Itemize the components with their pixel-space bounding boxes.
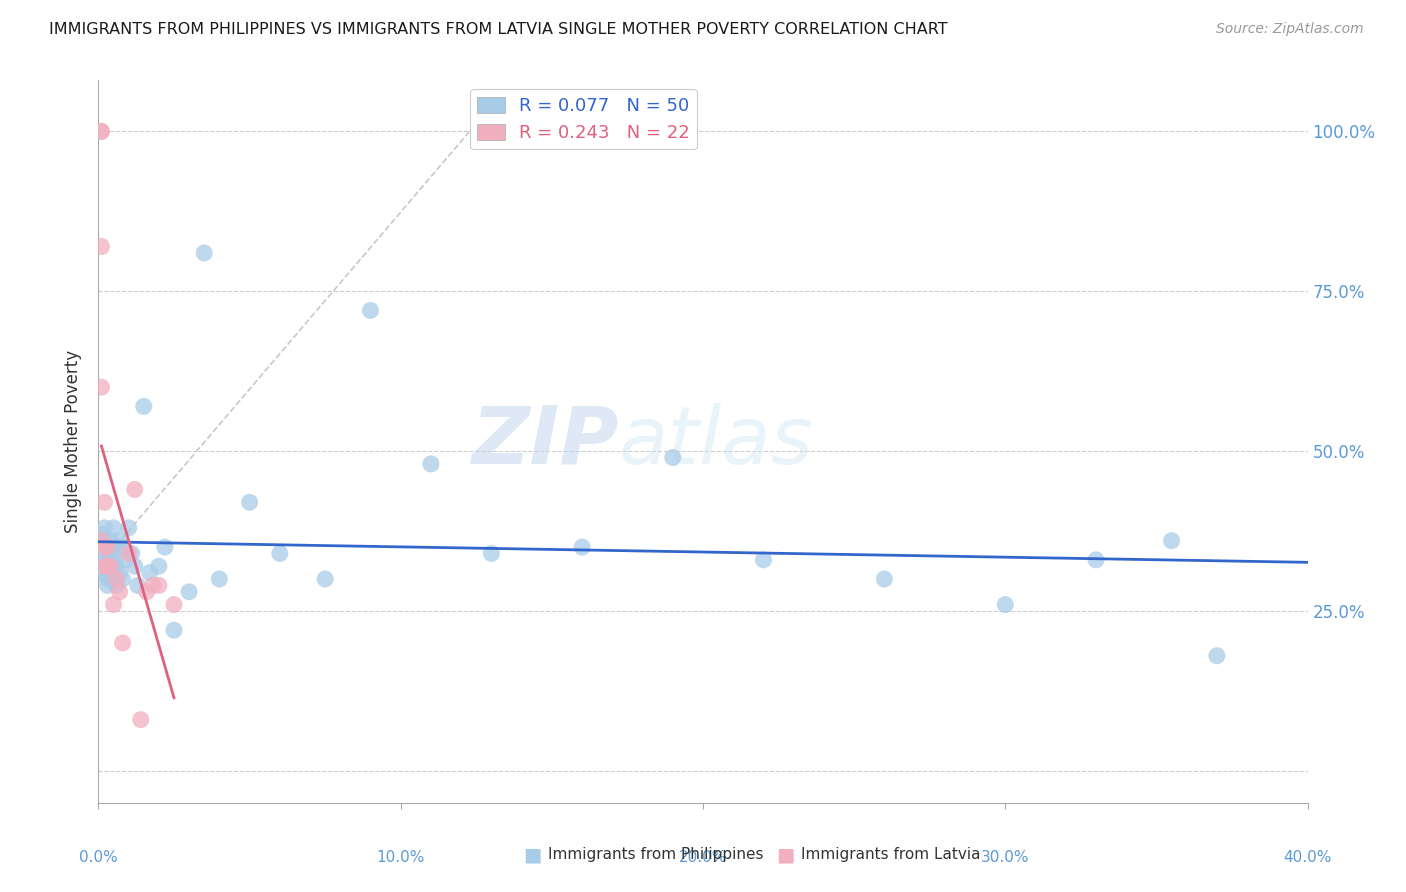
Point: [96, 540, 118, 554]
Point: [100, 533, 122, 548]
Point: [103, 521, 125, 535]
Point: [108, 584, 131, 599]
Point: [100, 559, 122, 574]
Text: atlas: atlas: [619, 402, 813, 481]
Point: [571, 540, 593, 554]
Point: [100, 546, 122, 560]
Point: [93, 546, 115, 560]
Point: [142, 578, 165, 592]
Point: [420, 457, 443, 471]
Point: [90, 527, 112, 541]
Point: [96, 572, 118, 586]
Text: 10.0%: 10.0%: [377, 850, 425, 864]
Point: [90, 124, 112, 138]
Point: [1160, 533, 1182, 548]
Point: [208, 572, 231, 586]
Point: [93, 540, 115, 554]
Point: [96, 553, 118, 567]
Point: [661, 450, 683, 465]
Point: [179, 584, 201, 599]
Point: [96, 540, 118, 554]
Point: [111, 636, 134, 650]
Point: [163, 623, 186, 637]
Point: [1085, 553, 1108, 567]
Point: [111, 572, 134, 586]
Point: [108, 533, 131, 548]
Point: [105, 572, 128, 586]
Point: [139, 566, 162, 580]
Text: 30.0%: 30.0%: [981, 850, 1029, 864]
Point: [118, 521, 141, 535]
Text: Source: ZipAtlas.com: Source: ZipAtlas.com: [1216, 22, 1364, 37]
Point: [873, 572, 896, 586]
Point: [114, 553, 136, 567]
Point: [124, 559, 146, 574]
Point: [105, 559, 128, 574]
Point: [752, 553, 775, 567]
Point: [93, 533, 115, 548]
Point: [239, 495, 262, 509]
Point: [153, 540, 176, 554]
Point: [269, 546, 291, 560]
Point: [105, 578, 128, 592]
Point: [124, 483, 146, 497]
Point: [96, 578, 118, 592]
Point: [96, 559, 118, 574]
Point: [90, 559, 112, 574]
Y-axis label: Single Mother Poverty: Single Mother Poverty: [65, 350, 83, 533]
Point: [100, 566, 122, 580]
Text: ■: ■: [776, 845, 794, 864]
Point: [111, 540, 134, 554]
Point: [314, 572, 336, 586]
Text: 40.0%: 40.0%: [1284, 850, 1331, 864]
Point: [93, 521, 115, 535]
Point: [118, 546, 141, 560]
Point: [103, 598, 125, 612]
Point: [129, 713, 152, 727]
Point: [127, 578, 149, 592]
Point: [360, 303, 382, 318]
Point: [148, 578, 170, 592]
Point: [93, 495, 115, 509]
Point: [90, 380, 112, 394]
Point: [93, 566, 115, 580]
Point: [1206, 648, 1229, 663]
Point: [103, 553, 125, 567]
Point: [193, 246, 215, 260]
Text: ZIP: ZIP: [471, 402, 619, 481]
Text: Immigrants from Philippines: Immigrants from Philippines: [548, 847, 763, 862]
Point: [103, 572, 125, 586]
Text: ■: ■: [523, 845, 541, 864]
Point: [148, 559, 170, 574]
Point: [105, 540, 128, 554]
Point: [121, 546, 143, 560]
Point: [135, 584, 157, 599]
Point: [90, 124, 112, 138]
Point: [90, 533, 112, 548]
Point: [108, 566, 131, 580]
Point: [90, 239, 112, 253]
Point: [93, 559, 115, 574]
Point: [994, 598, 1017, 612]
Text: IMMIGRANTS FROM PHILIPPINES VS IMMIGRANTS FROM LATVIA SINGLE MOTHER POVERTY CORR: IMMIGRANTS FROM PHILIPPINES VS IMMIGRANT…: [49, 22, 948, 37]
Point: [163, 598, 186, 612]
Point: [481, 546, 503, 560]
Legend: R = 0.077   N = 50, R = 0.243   N = 22: R = 0.077 N = 50, R = 0.243 N = 22: [470, 89, 697, 149]
Text: Immigrants from Latvia: Immigrants from Latvia: [801, 847, 981, 862]
Point: [132, 400, 155, 414]
Text: 0.0%: 0.0%: [79, 850, 118, 864]
Text: 20.0%: 20.0%: [679, 850, 727, 864]
